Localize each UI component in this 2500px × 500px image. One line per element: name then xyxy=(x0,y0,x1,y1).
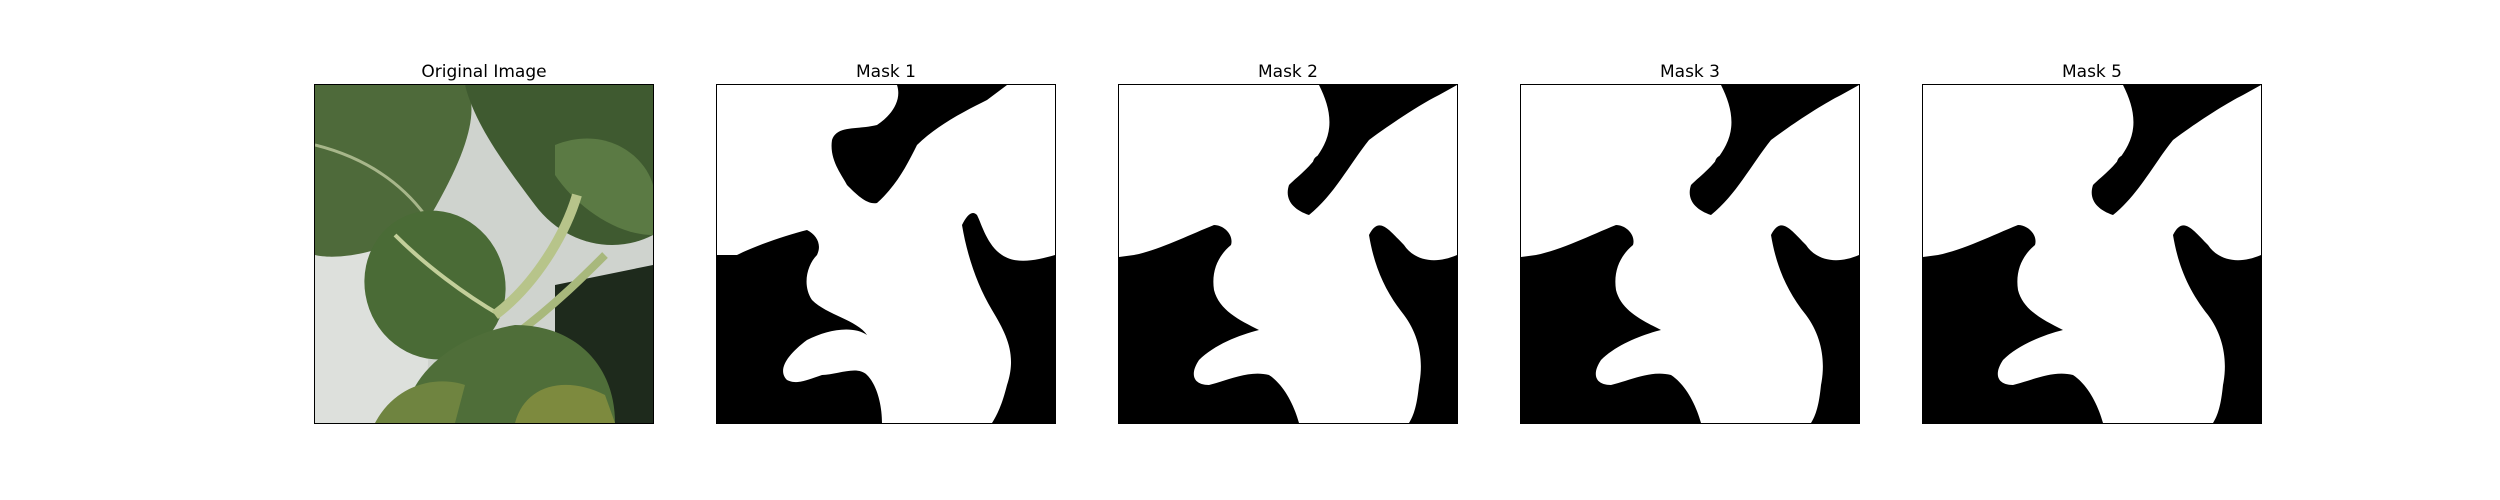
panel-title: Mask 5 xyxy=(2061,62,2122,82)
mask-3-panel: Mask 3 xyxy=(1520,60,1860,424)
original-image-panel: Original Image xyxy=(314,60,654,424)
mask-1-shape xyxy=(717,85,1055,423)
mask-5-image xyxy=(1922,84,2262,424)
mask-1-panel: Mask 1 xyxy=(716,60,1056,424)
mask-1-image xyxy=(716,84,1056,424)
mask-2-panel: Mask 2 xyxy=(1118,60,1458,424)
mask-3-image xyxy=(1520,84,1860,424)
mask-5-shape xyxy=(1923,85,2261,423)
mask-3-shape xyxy=(1521,85,1859,423)
mask-2-shape xyxy=(1119,85,1457,423)
mask-2-image xyxy=(1118,84,1458,424)
panel-title: Mask 2 xyxy=(1257,62,1318,82)
original-image xyxy=(314,84,654,424)
plant-photo xyxy=(315,85,653,423)
mask-5-panel: Mask 5 xyxy=(1922,60,2262,424)
panel-title: Mask 3 xyxy=(1659,62,1720,82)
panel-title: Original Image xyxy=(421,62,547,82)
panel-title: Mask 1 xyxy=(855,62,916,82)
